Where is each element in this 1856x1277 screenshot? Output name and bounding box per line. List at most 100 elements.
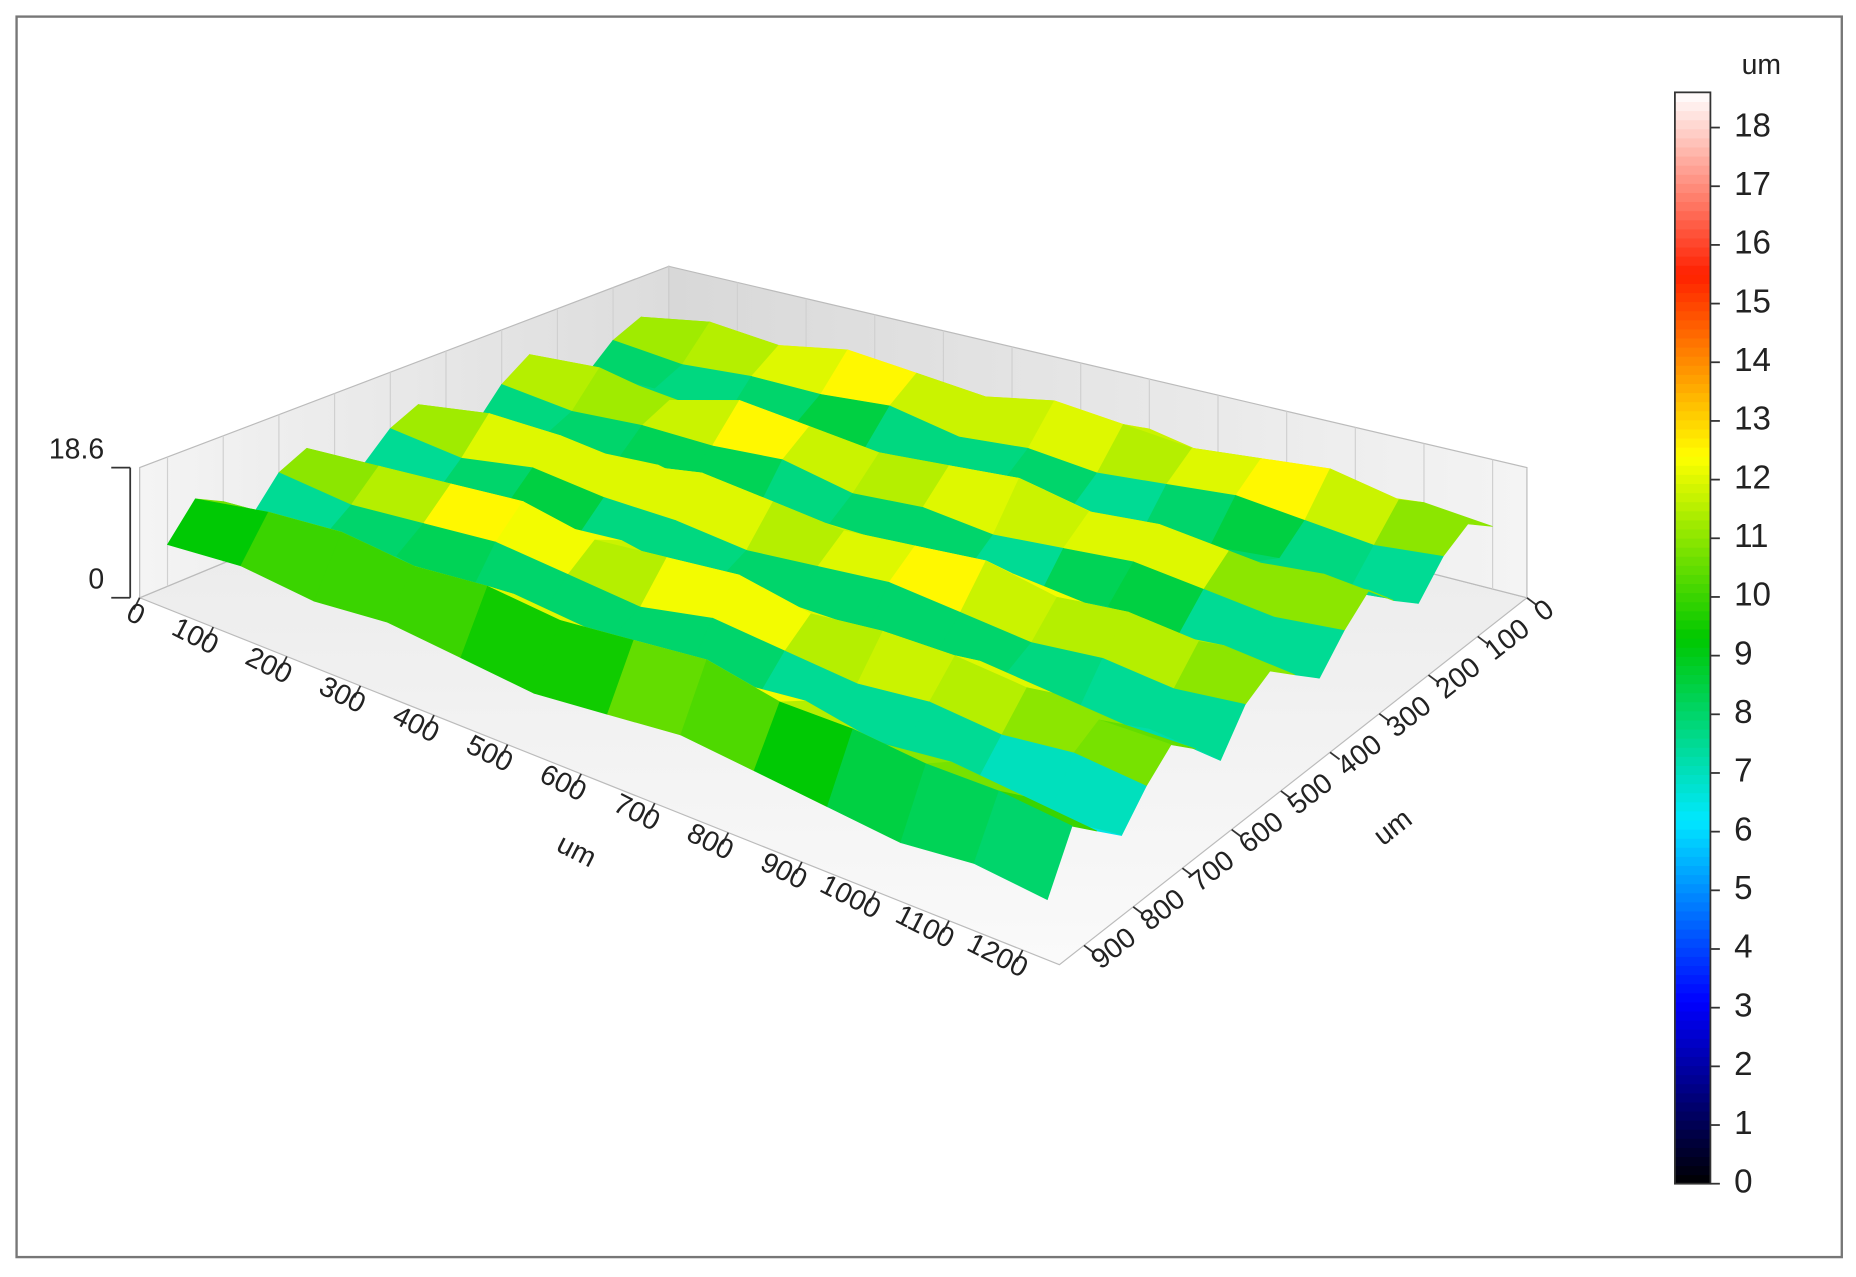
y-tick: [1378, 712, 1390, 722]
y-tick: [1132, 906, 1144, 915]
colorbar-segment: [1674, 547, 1711, 557]
colorbar-tick-label: 3: [1734, 987, 1752, 1024]
colorbar-segment: [1674, 192, 1711, 203]
colorbar-segment: [1674, 392, 1711, 403]
colorbar-segment: [1674, 901, 1711, 912]
colorbar-segment: [1674, 210, 1711, 221]
colorbar-tick-label: 8: [1734, 694, 1752, 731]
y-tick: [1181, 867, 1193, 876]
x-tick: [132, 597, 141, 611]
colorbar-segment: [1674, 437, 1711, 448]
y-tick: [1280, 790, 1291, 799]
colorbar-border: [1674, 91, 1712, 1185]
colorbar-segment: [1674, 738, 1711, 748]
colorbar-segment: [1674, 301, 1711, 312]
colorbar-segment: [1674, 656, 1711, 666]
colorbar-segment: [1674, 265, 1711, 275]
colorbar-segment: [1674, 974, 1711, 985]
colorbar-segment: [1674, 101, 1711, 112]
colorbar-segment: [1674, 219, 1711, 230]
colorbar-segment: [1674, 1165, 1711, 1176]
colorbar-segment: [1674, 256, 1711, 266]
colorbar-segment: [1674, 947, 1711, 957]
x-tick: [648, 802, 656, 816]
colorbar-segment: [1674, 201, 1711, 212]
colorbar-tick-label: 5: [1734, 870, 1752, 907]
colorbar-tick-label: 1: [1734, 1105, 1752, 1142]
colorbar-tick-label: 11: [1734, 518, 1768, 555]
colorbar-segment: [1674, 146, 1711, 157]
colorbar-segment: [1674, 1010, 1711, 1021]
y-tick: [1526, 597, 1537, 606]
colorbar-segment: [1674, 574, 1711, 585]
x-tick: [574, 773, 582, 787]
x-tick: [427, 714, 435, 728]
colorbar-segment: [1674, 365, 1711, 375]
colorbar-segment: [1674, 510, 1711, 521]
colorbar-segment: [1674, 1174, 1711, 1185]
colorbar-segment: [1674, 274, 1711, 284]
colorbar-segment: [1674, 874, 1711, 885]
colorbar-segment: [1674, 610, 1711, 621]
colorbar-tick-label: 15: [1734, 283, 1771, 320]
colorbar-segment: [1674, 119, 1711, 130]
surface: [166, 316, 1493, 901]
colorbar-segment: [1674, 1001, 1711, 1012]
colorbar-segment: [1674, 283, 1711, 294]
colorbar-segment: [1674, 410, 1711, 421]
colorbar-segment: [1674, 883, 1711, 894]
colorbar-segment: [1674, 819, 1711, 830]
colorbar-tick-label: 2: [1734, 1046, 1752, 1083]
colorbar-segment: [1674, 665, 1711, 675]
colorbar-segment: [1674, 674, 1711, 685]
colorbar-tick-label: 7: [1734, 753, 1752, 790]
colorbar-segment: [1674, 1083, 1711, 1094]
colorbar-segment: [1674, 765, 1711, 776]
colorbar-segment: [1674, 710, 1711, 721]
colorbar-segment: [1674, 865, 1711, 876]
z-tick-label: 18.6: [49, 434, 104, 466]
colorbar-segment: [1674, 992, 1711, 1003]
colorbar-segment: [1674, 647, 1711, 657]
colorbar-segment: [1674, 719, 1711, 730]
colorbar-segment: [1674, 756, 1711, 766]
colorbar-segment: [1674, 319, 1711, 330]
colorbar-segment: [1674, 956, 1711, 967]
colorbar-segment: [1674, 829, 1711, 839]
colorbar-segment: [1674, 747, 1711, 757]
colorbar-segment: [1674, 110, 1711, 121]
colorbar-segment: [1674, 838, 1711, 848]
colorbar-segment: [1674, 237, 1711, 248]
colorbar-segment: [1674, 465, 1711, 475]
colorbar-segment: [1674, 228, 1711, 239]
colorbar-segment: [1674, 792, 1711, 803]
colorbar: [1674, 92, 1711, 1185]
colorbar-segment: [1674, 347, 1711, 357]
colorbar-segment: [1674, 929, 1711, 939]
colorbar-label: um: [1742, 49, 1781, 81]
colorbar-segment: [1674, 474, 1711, 485]
colorbar-segment: [1674, 1138, 1711, 1148]
colorbar-tick-label: 14: [1734, 342, 1771, 379]
colorbar-segment: [1674, 965, 1711, 976]
colorbar-tick-label: 0: [1734, 1163, 1752, 1200]
colorbar-segment: [1674, 401, 1711, 412]
x-tick: [206, 626, 215, 640]
colorbar-tick-label: 16: [1734, 225, 1771, 262]
y-tick: [1427, 674, 1439, 683]
colorbar-segment: [1674, 137, 1711, 148]
colorbar-segment: [1674, 810, 1711, 821]
x-tick: [942, 920, 950, 933]
colorbar-segment: [1674, 1101, 1711, 1112]
colorbar-segment: [1674, 428, 1711, 439]
y-tick: [1231, 828, 1242, 838]
colorbar-segment: [1674, 1065, 1711, 1076]
colorbar-segment: [1674, 1120, 1711, 1130]
colorbar-segment: [1674, 556, 1711, 566]
colorbar-segment: [1674, 919, 1711, 930]
colorbar-segment: [1674, 692, 1711, 703]
colorbar-segment: [1674, 601, 1711, 612]
colorbar-segment: [1674, 583, 1711, 594]
colorbar-segment: [1674, 892, 1711, 903]
